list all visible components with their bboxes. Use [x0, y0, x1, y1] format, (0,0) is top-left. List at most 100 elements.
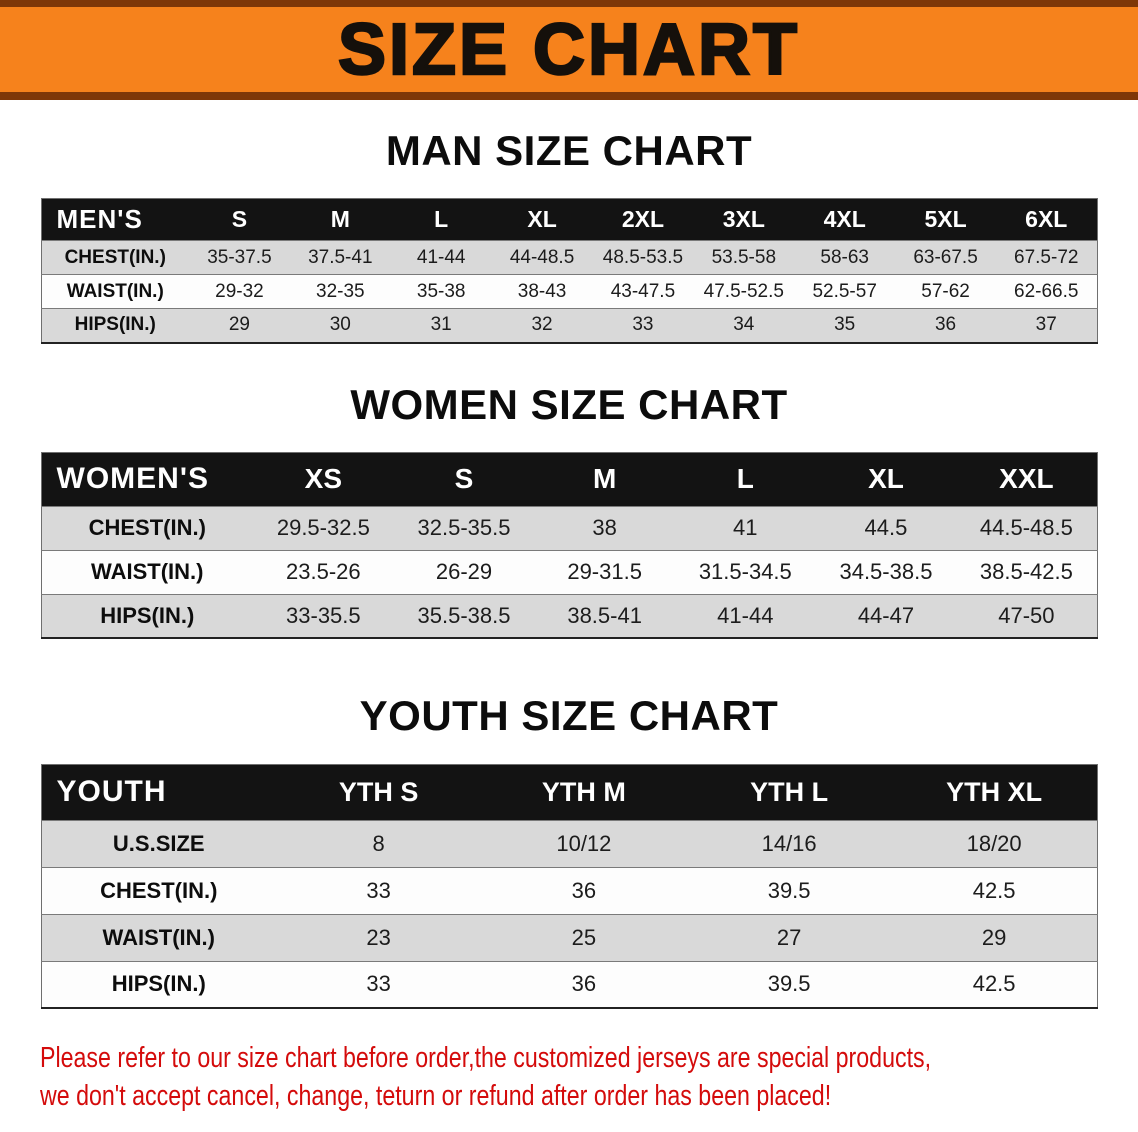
value-cell: 47-50 — [956, 593, 1097, 639]
value-cell: 38.5-41 — [534, 593, 675, 639]
value-cell: 35 — [794, 308, 896, 343]
value-cell: 67.5-72 — [996, 240, 1097, 275]
value-cell: 58-63 — [794, 240, 896, 275]
table-row: HIPS(IN.) 33 36 39.5 42.5 — [41, 960, 1097, 1009]
value-cell: 8 — [276, 819, 482, 868]
youth-table: YOUTH YTH S YTH M YTH L YTH XL U.S.SIZE 8 10/12… — [40, 763, 1098, 1010]
size-header-cell: XL — [815, 452, 957, 507]
value-cell: 38.5-42.5 — [956, 549, 1097, 595]
value-cell: 31 — [390, 308, 492, 343]
value-cell: 34.5-38.5 — [815, 549, 957, 595]
value-cell: 42.5 — [891, 866, 1097, 915]
value-cell: 41 — [674, 505, 816, 551]
row-label: U.S.SIZE — [41, 819, 276, 868]
size-header-cell: XS — [253, 452, 394, 507]
value-cell: 37.5-41 — [289, 240, 391, 275]
size-header-cell: L — [674, 452, 816, 507]
value-cell: 43-47.5 — [592, 274, 694, 309]
value-cell: 23.5-26 — [253, 549, 394, 595]
size-header-cell: YTH M — [481, 764, 687, 821]
row-label: HIPS(IN.) — [41, 308, 189, 343]
disclaimer-line-1: Please refer to our size chart before or… — [40, 1042, 932, 1075]
value-cell: 29.5-32.5 — [253, 505, 394, 551]
value-cell: 35-37.5 — [189, 240, 290, 275]
header-row: MEN'S S M L XL 2XL 3XL 4XL 5XL 6XL — [41, 198, 1097, 241]
row-label: WAIST(IN.) — [41, 913, 276, 962]
value-cell: 53.5-58 — [693, 240, 795, 275]
size-header-cell: 6XL — [996, 198, 1097, 241]
table-row: U.S.SIZE 8 10/12 14/16 18/20 — [41, 819, 1097, 868]
value-cell: 38 — [534, 505, 675, 551]
header-row: YOUTH YTH S YTH M YTH L YTH XL — [41, 764, 1097, 821]
value-cell: 29-31.5 — [534, 549, 675, 595]
value-cell: 62-66.5 — [996, 274, 1097, 309]
value-cell: 44.5-48.5 — [956, 505, 1097, 551]
men-table: MEN'S S M L XL 2XL 3XL 4XL 5XL 6XL CHEST(IN.) 35-37… — [40, 198, 1098, 344]
row-label: WAIST(IN.) — [41, 549, 253, 595]
value-cell: 38-43 — [491, 274, 593, 309]
value-cell: 36 — [481, 960, 687, 1009]
value-cell: 37 — [996, 308, 1097, 343]
row-label: HIPS(IN.) — [41, 960, 276, 1009]
size-header-cell: YTH XL — [891, 764, 1097, 821]
value-cell: 36 — [895, 308, 996, 343]
table-title-cell: MEN'S — [41, 198, 189, 241]
row-label: WAIST(IN.) — [41, 274, 189, 309]
value-cell: 35-38 — [390, 274, 492, 309]
value-cell: 42.5 — [891, 960, 1097, 1009]
table-row: WAIST(IN.) 23.5-26 26-29 29-31.5 31.5-34.5 34… — [41, 549, 1097, 595]
value-cell: 39.5 — [686, 866, 892, 915]
value-cell: 32 — [491, 308, 593, 343]
size-header-cell: L — [390, 198, 492, 241]
size-header-cell: 5XL — [895, 198, 996, 241]
table-title-cell: YOUTH — [41, 764, 276, 821]
value-cell: 36 — [481, 866, 687, 915]
table-row: CHEST(IN.) 35-37.5 37.5-41 41-44 44-48.5 48.5… — [41, 240, 1097, 275]
disclaimer-line-2: we don't accept cancel, change, teturn o… — [40, 1080, 832, 1113]
banner: SIZE CHART — [0, 0, 1138, 100]
value-cell: 33 — [592, 308, 694, 343]
value-cell: 44.5 — [815, 505, 957, 551]
size-header-cell: YTH S — [276, 764, 482, 821]
value-cell: 47.5-52.5 — [693, 274, 795, 309]
size-header-cell: XXL — [956, 452, 1097, 507]
table-row: CHEST(IN.) 29.5-32.5 32.5-35.5 38 41 44.5 44.5… — [41, 505, 1097, 551]
disclaimer: Please refer to our size chart before or… — [40, 1039, 1138, 1116]
size-header-cell: 2XL — [592, 198, 694, 241]
men-section: MAN SIZE CHART MEN'S S M L XL 2XL 3XL 4XL 5XL 6XL C… — [0, 127, 1138, 344]
table-row: WAIST(IN.) 23 25 27 29 — [41, 913, 1097, 962]
value-cell: 57-62 — [895, 274, 996, 309]
value-cell: 63-67.5 — [895, 240, 996, 275]
value-cell: 30 — [289, 308, 391, 343]
value-cell: 32-35 — [289, 274, 391, 309]
youth-heading: YOUTH SIZE CHART — [359, 692, 779, 740]
size-header-cell: M — [289, 198, 391, 241]
value-cell: 33-35.5 — [253, 593, 394, 639]
value-cell: 25 — [481, 913, 687, 962]
row-label: HIPS(IN.) — [41, 593, 253, 639]
row-label: CHEST(IN.) — [41, 866, 276, 915]
value-cell: 48.5-53.5 — [592, 240, 694, 275]
value-cell: 39.5 — [686, 960, 892, 1009]
value-cell: 29-32 — [189, 274, 290, 309]
youth-section: YOUTH SIZE CHART YOUTH YTH S YTH M YTH L YTH … — [0, 692, 1138, 1010]
value-cell: 23 — [276, 913, 482, 962]
value-cell: 34 — [693, 308, 795, 343]
value-cell: 35.5-38.5 — [393, 593, 535, 639]
women-table: WOMEN'S XS S M L XL XXL CHEST(IN.) 29.5-32.5 32.5… — [40, 451, 1098, 640]
row-label: CHEST(IN.) — [41, 240, 189, 275]
women-section: WOMEN SIZE CHART WOMEN'S XS S M L XL XXL CHEST(I… — [0, 380, 1138, 640]
size-header-cell: 3XL — [693, 198, 795, 241]
table-title-cell: WOMEN'S — [41, 452, 253, 507]
size-header-cell: YTH L — [686, 764, 892, 821]
value-cell: 31.5-34.5 — [674, 549, 816, 595]
size-header-cell: M — [534, 452, 675, 507]
table-row: CHEST(IN.) 33 36 39.5 42.5 — [41, 866, 1097, 915]
value-cell: 44-48.5 — [491, 240, 593, 275]
size-header-cell: S — [393, 452, 535, 507]
page-title: SIZE CHART — [337, 9, 800, 90]
value-cell: 10/12 — [481, 819, 687, 868]
women-heading: WOMEN SIZE CHART — [350, 380, 788, 428]
value-cell: 33 — [276, 866, 482, 915]
table-row: WAIST(IN.) 29-32 32-35 35-38 38-43 43-47.5 47.… — [41, 274, 1097, 309]
